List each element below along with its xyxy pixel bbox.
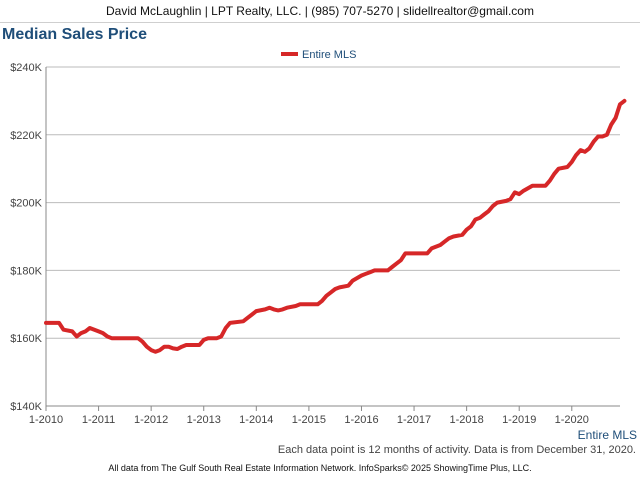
x-tick-label: 1-2015	[292, 414, 326, 426]
x-tick-label: 1-2012	[134, 414, 168, 426]
x-tick-label: 1-2019	[502, 414, 536, 426]
axes: $140K $160K $180K $200K $220K $240K 1-2010 1-20…	[10, 62, 620, 426]
x-tick-label: 1-2014	[239, 414, 273, 426]
series-layer	[44, 98, 627, 354]
y-tick-label: $140K	[10, 401, 42, 413]
y-tick-label: $180K	[10, 265, 42, 277]
series-end-label: Entire MLS	[578, 428, 637, 442]
y-tick-label: $200K	[10, 198, 42, 210]
series-line-entire-mls	[44, 98, 627, 354]
legend: Entire MLS	[281, 49, 356, 61]
x-tick-label: 1-2017	[397, 414, 431, 426]
gridlines	[46, 66, 620, 407]
x-tick-label: 1-2010	[29, 414, 63, 426]
source-credit: All data from The Gulf South Real Estate…	[108, 463, 532, 473]
legend-label-entire-mls: Entire MLS	[302, 49, 356, 61]
y-tick-label: $220K	[10, 130, 42, 142]
data-footnote: Each data point is 12 months of activity…	[277, 444, 636, 456]
x-tick-label: 1-2018	[449, 414, 483, 426]
x-tick-label: 1-2013	[187, 414, 221, 426]
y-tick-label: $160K	[10, 333, 42, 345]
contact-header: David McLaughlin | LPT Realty, LLC. | (9…	[0, 0, 640, 23]
x-tick-label: 1-2011	[82, 414, 115, 426]
x-tick-label: 1-2016	[344, 414, 378, 426]
y-tick-label: $240K	[10, 62, 42, 74]
chart-title: Median Sales Price	[2, 26, 147, 43]
x-tick-label: 1-2020	[555, 414, 589, 426]
